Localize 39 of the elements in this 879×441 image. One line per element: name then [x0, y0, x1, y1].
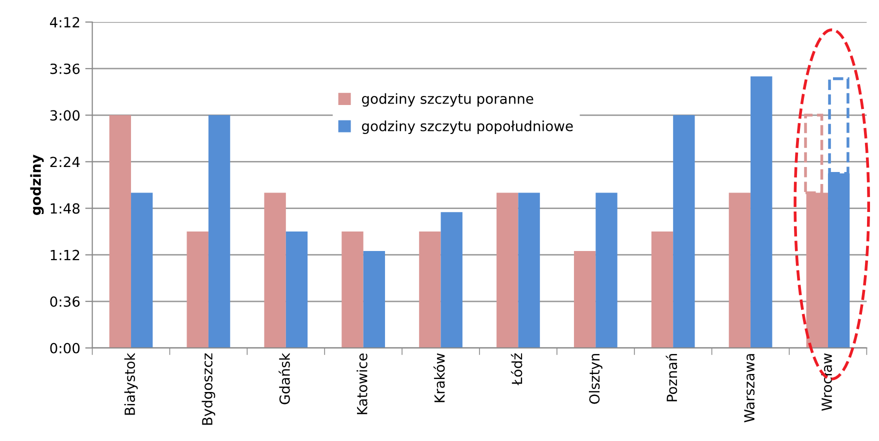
bar: [342, 232, 364, 348]
y-tick-label: 0:00: [50, 342, 80, 354]
bar: [750, 76, 772, 348]
bar: [208, 115, 230, 348]
y-tick-label: 2:24: [50, 156, 80, 167]
x-tick-label: Wrocław: [821, 353, 832, 411]
bar: [574, 250, 596, 348]
y-axis-title: godziny: [30, 154, 44, 215]
bar: [673, 115, 695, 348]
bar: [363, 250, 386, 348]
bar: [109, 115, 132, 348]
x-tick-label: Gdańsk: [278, 352, 290, 404]
x-tick-label: Olsztyn: [588, 354, 602, 404]
y-tick-label: 3:00: [50, 110, 80, 121]
bar: [419, 232, 441, 348]
bar: [596, 192, 618, 348]
y-tick-label: 4:12: [50, 17, 80, 28]
bar: [496, 192, 518, 348]
bar: [131, 192, 153, 348]
x-tick-label: Warszawa: [744, 354, 755, 422]
bar: [264, 192, 286, 348]
bar: [518, 192, 540, 348]
bar: [286, 232, 308, 348]
x-tick-label: Białystok: [124, 352, 138, 415]
x-tick-label: Kraków: [434, 353, 445, 402]
y-tick-label: 0:36: [50, 296, 80, 307]
legend-label: godziny szczytu poranne: [362, 93, 534, 107]
x-tick-label: Katowice: [356, 354, 368, 414]
y-tick-label: 1:12: [50, 250, 80, 260]
x-tick-label: Poznań: [666, 354, 678, 402]
y-tick-label: 3:36: [50, 64, 80, 74]
x-tick-label: Łódź: [510, 353, 522, 386]
bar: [728, 192, 751, 348]
bar: [651, 232, 674, 348]
bar: [440, 212, 462, 348]
legend-label: godziny szczytu popołudniowe: [362, 120, 573, 134]
bar: [186, 232, 208, 348]
x-tick-label: Bydgoszcz: [202, 353, 216, 425]
y-tick-label: 1:48: [50, 203, 80, 214]
